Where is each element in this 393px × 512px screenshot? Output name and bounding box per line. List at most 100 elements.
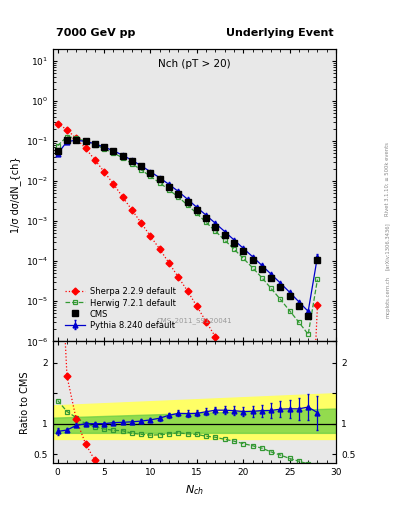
CMS <box>204 215 209 221</box>
Line: Sherpa 2.2.9 default: Sherpa 2.2.9 default <box>55 121 320 510</box>
Y-axis label: 1/σ dσ/dN_{ch}: 1/σ dσ/dN_{ch} <box>11 157 22 233</box>
Text: mcplots.cern.ch: mcplots.cern.ch <box>385 276 390 318</box>
Herwig 7.2.1 default <box>139 167 143 173</box>
Sherpa 2.2.9 default <box>297 486 301 493</box>
Herwig 7.2.1 default <box>222 237 227 243</box>
CMS <box>139 163 143 169</box>
Text: [arXiv:1306.3436]: [arXiv:1306.3436] <box>385 222 390 270</box>
Sherpa 2.2.9 default <box>185 288 190 294</box>
Sherpa 2.2.9 default <box>231 367 236 373</box>
CMS <box>222 232 227 238</box>
Herwig 7.2.1 default <box>195 210 199 217</box>
Herwig 7.2.1 default <box>315 276 320 283</box>
Sherpa 2.2.9 default <box>83 145 88 152</box>
CMS <box>120 153 125 159</box>
Herwig 7.2.1 default <box>120 155 125 161</box>
Y-axis label: Ratio to CMS: Ratio to CMS <box>20 371 29 434</box>
CMS <box>74 137 79 143</box>
CMS <box>278 284 283 290</box>
Herwig 7.2.1 default <box>167 187 171 193</box>
Herwig 7.2.1 default <box>269 285 274 291</box>
CMS <box>259 266 264 272</box>
CMS <box>306 312 310 318</box>
CMS <box>315 257 320 263</box>
CMS <box>231 240 236 246</box>
Herwig 7.2.1 default <box>92 141 97 147</box>
Herwig 7.2.1 default <box>241 255 246 262</box>
Herwig 7.2.1 default <box>231 246 236 252</box>
Sherpa 2.2.9 default <box>74 135 79 141</box>
CMS <box>297 303 301 309</box>
CMS <box>102 144 107 150</box>
Sherpa 2.2.9 default <box>157 246 162 252</box>
Herwig 7.2.1 default <box>55 143 60 149</box>
CMS <box>213 224 218 230</box>
Sherpa 2.2.9 default <box>102 168 107 175</box>
Herwig 7.2.1 default <box>185 202 190 208</box>
Legend: Sherpa 2.2.9 default, Herwig 7.2.1 default, CMS, Pythia 8.240 default: Sherpa 2.2.9 default, Herwig 7.2.1 defau… <box>63 286 177 331</box>
Sherpa 2.2.9 default <box>111 181 116 187</box>
Sherpa 2.2.9 default <box>269 435 274 441</box>
Sherpa 2.2.9 default <box>287 471 292 477</box>
Text: CMS_2011_S9120041: CMS_2011_S9120041 <box>157 317 232 324</box>
Herwig 7.2.1 default <box>83 138 88 144</box>
Herwig 7.2.1 default <box>157 180 162 186</box>
CMS <box>250 257 255 263</box>
Sherpa 2.2.9 default <box>120 194 125 200</box>
CMS <box>111 148 116 154</box>
Herwig 7.2.1 default <box>297 319 301 325</box>
Sherpa 2.2.9 default <box>250 399 255 406</box>
Sherpa 2.2.9 default <box>222 350 227 356</box>
Sherpa 2.2.9 default <box>176 274 181 280</box>
CMS <box>55 148 60 155</box>
Line: Herwig 7.2.1 default: Herwig 7.2.1 default <box>55 134 320 337</box>
Sherpa 2.2.9 default <box>195 303 199 309</box>
Text: Nch (pT > 20): Nch (pT > 20) <box>158 59 231 69</box>
Sherpa 2.2.9 default <box>167 260 171 266</box>
Herwig 7.2.1 default <box>213 228 218 234</box>
Herwig 7.2.1 default <box>176 194 181 200</box>
Herwig 7.2.1 default <box>102 145 107 152</box>
Sherpa 2.2.9 default <box>259 418 264 424</box>
CMS <box>185 199 190 205</box>
CMS <box>167 184 171 190</box>
Herwig 7.2.1 default <box>278 296 283 303</box>
Sherpa 2.2.9 default <box>55 120 60 126</box>
Text: Underlying Event: Underlying Event <box>226 28 333 38</box>
Herwig 7.2.1 default <box>250 265 255 271</box>
CMS <box>148 170 153 176</box>
Text: Rivet 3.1.10; ≥ 500k events: Rivet 3.1.10; ≥ 500k events <box>385 142 390 216</box>
Sherpa 2.2.9 default <box>315 302 320 308</box>
Sherpa 2.2.9 default <box>241 382 246 389</box>
Sherpa 2.2.9 default <box>278 452 283 458</box>
CMS <box>176 191 181 197</box>
Herwig 7.2.1 default <box>306 331 310 337</box>
CMS <box>269 274 274 281</box>
CMS <box>130 158 134 164</box>
CMS <box>157 176 162 182</box>
Herwig 7.2.1 default <box>111 150 116 156</box>
Herwig 7.2.1 default <box>130 161 134 167</box>
Sherpa 2.2.9 default <box>213 334 218 340</box>
Sherpa 2.2.9 default <box>139 220 143 226</box>
Sherpa 2.2.9 default <box>92 157 97 163</box>
Herwig 7.2.1 default <box>148 174 153 180</box>
Herwig 7.2.1 default <box>204 219 209 225</box>
Herwig 7.2.1 default <box>287 308 292 314</box>
Sherpa 2.2.9 default <box>130 207 134 213</box>
Sherpa 2.2.9 default <box>204 318 209 325</box>
Sherpa 2.2.9 default <box>148 233 153 239</box>
Sherpa 2.2.9 default <box>306 505 310 511</box>
CMS <box>83 138 88 144</box>
Sherpa 2.2.9 default <box>64 126 69 133</box>
Herwig 7.2.1 default <box>259 274 264 281</box>
X-axis label: $N_{ch}$: $N_{ch}$ <box>185 483 204 497</box>
Line: CMS: CMS <box>55 137 320 318</box>
CMS <box>64 137 69 143</box>
Herwig 7.2.1 default <box>64 134 69 140</box>
CMS <box>241 248 246 254</box>
CMS <box>92 141 97 147</box>
CMS <box>287 293 292 299</box>
Text: 7000 GeV pp: 7000 GeV pp <box>56 28 135 38</box>
CMS <box>195 207 199 213</box>
